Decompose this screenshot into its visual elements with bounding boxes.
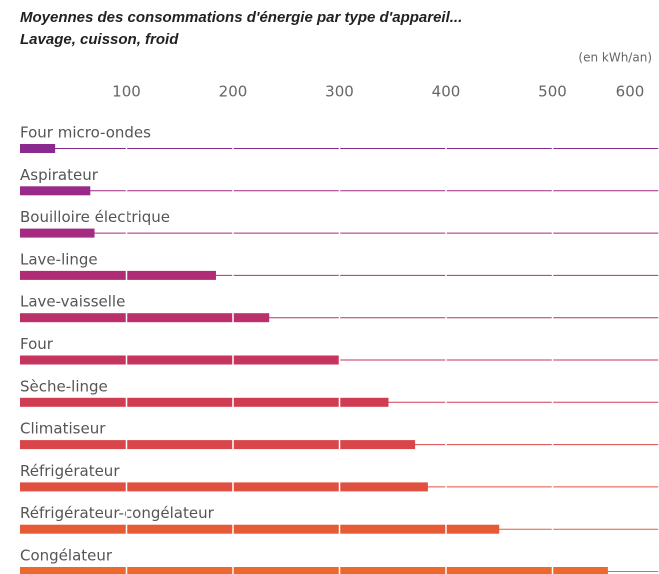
bar xyxy=(20,228,95,238)
unit-label: (en kWh/an) xyxy=(578,51,652,65)
category-label: Climatiseur xyxy=(20,420,106,438)
category-label: Aspirateur xyxy=(20,166,99,184)
bar xyxy=(20,440,416,450)
category-label: Réfrigérateur xyxy=(20,462,120,480)
bar xyxy=(20,270,216,280)
x-tick-label: 200 xyxy=(219,83,248,101)
bar xyxy=(20,482,428,492)
bar xyxy=(20,355,340,365)
bar xyxy=(20,567,608,574)
category-label: Four micro-ondes xyxy=(20,124,151,142)
bar xyxy=(20,144,56,153)
x-tick-label: 300 xyxy=(325,83,354,101)
category-label: Sèche-linge xyxy=(20,377,108,395)
chart-subtitle: Lavage, cuisson, froid xyxy=(20,31,179,48)
category-label: Congélateur xyxy=(20,547,113,565)
chart-title: Moyennes des consommations d'énergie par… xyxy=(20,9,462,26)
category-label: Réfrigérateur-congélateur xyxy=(20,504,215,522)
category-label: Lave-vaisselle xyxy=(20,293,125,311)
x-tick-label: 400 xyxy=(432,83,461,101)
bar xyxy=(20,313,270,323)
category-label: Four xyxy=(20,335,54,353)
x-tick-label: 600 xyxy=(616,83,645,101)
x-tick-label: 100 xyxy=(112,83,141,101)
category-label: Bouilloire électrique xyxy=(20,208,170,226)
x-tick-label: 500 xyxy=(538,83,567,101)
category-label: Lave-linge xyxy=(20,250,98,268)
bar xyxy=(20,186,91,196)
bar xyxy=(20,524,500,534)
bar xyxy=(20,397,389,407)
